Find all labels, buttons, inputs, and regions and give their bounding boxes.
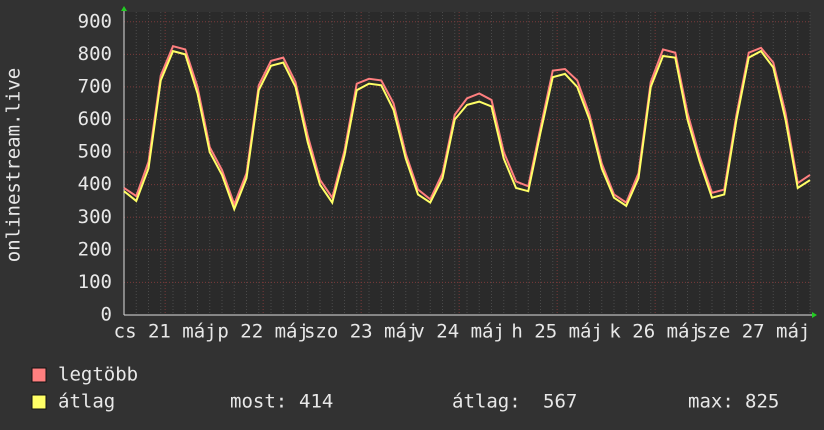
x-tick-label: szo 23 máj bbox=[304, 321, 418, 343]
stat-value: 825 bbox=[745, 391, 779, 413]
legend-swatch bbox=[31, 367, 47, 383]
y-tick-label: 900 bbox=[78, 10, 112, 32]
stat-label: max: bbox=[688, 391, 734, 413]
x-tick-label: k 26 máj bbox=[609, 321, 701, 343]
y-tick-label: 200 bbox=[78, 238, 112, 260]
y-tick-label: 100 bbox=[78, 271, 112, 293]
legend-label: legtöbb bbox=[58, 364, 138, 386]
stat-label: most: bbox=[230, 391, 287, 413]
x-tick-label: v 24 máj bbox=[413, 321, 505, 343]
x-tick-label: h 25 máj bbox=[511, 321, 603, 343]
line bbox=[123, 45, 811, 208]
y-tick-label: 300 bbox=[78, 206, 112, 228]
y-tick-label: 600 bbox=[78, 108, 112, 130]
x-tick-label: cs 21 máj bbox=[114, 321, 217, 343]
stat-label: átlag: bbox=[452, 391, 521, 413]
legend-swatch bbox=[31, 394, 47, 410]
legend-label: átlag bbox=[58, 391, 115, 413]
y-tick-label: 700 bbox=[78, 75, 112, 97]
y-tick-label: 500 bbox=[78, 141, 112, 163]
y-tick-label: 0 bbox=[101, 304, 112, 326]
stat-value: 567 bbox=[543, 391, 577, 413]
x-tick-label: sze 27 máj bbox=[696, 321, 810, 343]
y-axis-label: onlinestream.live bbox=[3, 68, 25, 262]
line bbox=[123, 49, 811, 212]
axis-arrow bbox=[812, 312, 817, 318]
axis-arrow bbox=[121, 6, 127, 11]
x-tick-label: p 22 máj bbox=[217, 321, 309, 343]
y-tick-label: 800 bbox=[78, 43, 112, 65]
y-tick-label: 400 bbox=[78, 173, 112, 195]
stat-value: 414 bbox=[299, 391, 333, 413]
